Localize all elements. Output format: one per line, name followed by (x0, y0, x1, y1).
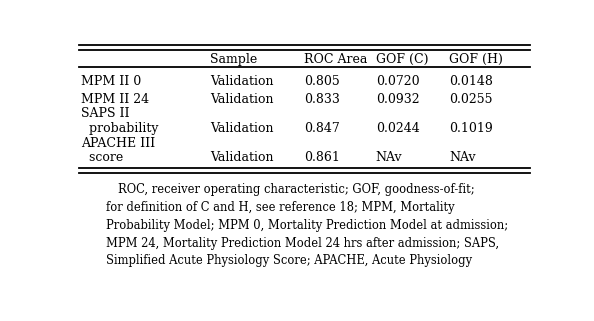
Text: ROC Area: ROC Area (304, 53, 368, 66)
Text: Sample: Sample (210, 53, 257, 66)
Text: Simplified Acute Physiology Score; APACHE, Acute Physiology: Simplified Acute Physiology Score; APACH… (106, 254, 473, 267)
Text: MPM 24, Mortality Prediction Model 24 hrs after admission; SAPS,: MPM 24, Mortality Prediction Model 24 hr… (106, 237, 500, 249)
Text: score: score (81, 152, 124, 164)
Text: MPM II 0: MPM II 0 (81, 75, 141, 88)
Text: Probability Model; MPM 0, Mortality Prediction Model at admission;: Probability Model; MPM 0, Mortality Pred… (106, 219, 508, 232)
Text: 0.847: 0.847 (304, 122, 340, 135)
Text: 0.805: 0.805 (304, 75, 340, 88)
Text: Validation: Validation (210, 122, 274, 135)
Text: MPM II 24: MPM II 24 (81, 92, 149, 106)
Text: 0.861: 0.861 (304, 152, 340, 164)
Text: 0.0255: 0.0255 (450, 92, 493, 106)
Text: 0.0244: 0.0244 (376, 122, 419, 135)
Text: Validation: Validation (210, 92, 274, 106)
Text: SAPS II: SAPS II (81, 108, 129, 120)
Text: probability: probability (81, 122, 159, 135)
Text: 0.1019: 0.1019 (450, 122, 493, 135)
Text: for definition of C and H, see reference 18; MPM, Mortality: for definition of C and H, see reference… (106, 201, 455, 214)
Text: Validation: Validation (210, 152, 274, 164)
Text: GOF (H): GOF (H) (450, 53, 503, 66)
Text: APACHE III: APACHE III (81, 136, 155, 150)
Text: 0.0720: 0.0720 (376, 75, 419, 88)
Text: NAv: NAv (450, 152, 476, 164)
Text: NAv: NAv (376, 152, 402, 164)
Text: 0.0148: 0.0148 (450, 75, 493, 88)
Text: Validation: Validation (210, 75, 274, 88)
Text: ROC, receiver operating characteristic; GOF, goodness-of-fit;: ROC, receiver operating characteristic; … (118, 183, 475, 196)
Text: 0.833: 0.833 (304, 92, 340, 106)
Text: GOF (C): GOF (C) (376, 53, 428, 66)
Text: 0.0932: 0.0932 (376, 92, 419, 106)
